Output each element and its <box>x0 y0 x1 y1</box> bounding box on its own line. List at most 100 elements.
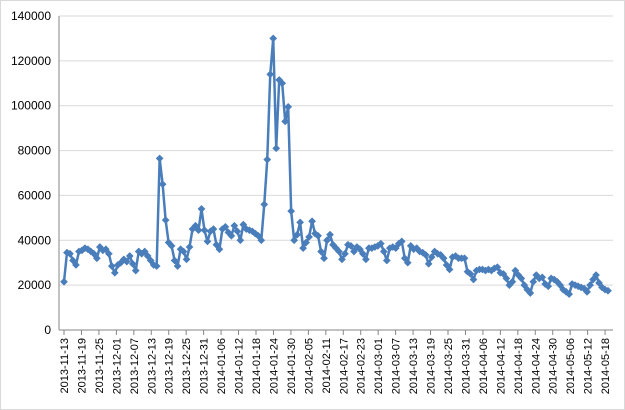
data-point <box>167 241 176 250</box>
data-point <box>538 273 547 282</box>
data-point <box>119 255 128 264</box>
x-tick-label: 2014-03-31 <box>460 338 472 394</box>
data-point <box>421 250 430 259</box>
data-point <box>125 252 134 260</box>
data-point <box>517 274 526 283</box>
x-tick-label: 2014-03-01 <box>373 338 385 394</box>
data-point <box>308 217 317 226</box>
data-point <box>278 79 287 88</box>
x-tick-label: 2013-11-13 <box>59 338 71 393</box>
data-point <box>194 226 203 235</box>
x-tick-label: 2014-01-30 <box>286 338 298 394</box>
data-point <box>430 247 439 256</box>
data-point <box>107 262 116 271</box>
data-point <box>526 289 535 297</box>
x-tick-label: 2014-03-25 <box>443 338 455 394</box>
x-tick-label: 2014-04-12 <box>495 338 507 394</box>
y-tick-label: 100000 <box>11 99 51 113</box>
x-tick-label: 2013-12-07 <box>129 338 141 394</box>
x-tick-label: 2014-01-12 <box>234 338 246 394</box>
data-point <box>317 247 326 256</box>
x-tick-label: 2014-01-06 <box>216 338 228 394</box>
data-point <box>361 255 370 264</box>
y-tick-label: 80000 <box>18 144 52 158</box>
data-point <box>559 285 568 294</box>
data-point <box>209 225 218 234</box>
data-point <box>583 287 592 296</box>
data-series <box>60 34 612 299</box>
x-tick-label: 2014-02-05 <box>303 338 315 394</box>
y-tick-label: 40000 <box>18 233 52 247</box>
x-tick-label: 2014-05-06 <box>565 338 577 394</box>
data-point <box>110 268 119 277</box>
data-point <box>170 256 179 265</box>
data-point <box>290 236 299 245</box>
data-point <box>215 245 224 254</box>
x-tick-label: 2014-04-30 <box>548 338 560 394</box>
data-point <box>302 238 311 247</box>
data-point <box>272 144 281 153</box>
data-point <box>161 216 170 225</box>
x-tick-label: 2013-11-19 <box>76 338 88 393</box>
data-point <box>251 229 260 238</box>
data-point <box>72 261 80 269</box>
data-point <box>230 221 239 230</box>
x-tick-label: 2014-02-23 <box>356 338 368 394</box>
data-point <box>182 255 191 264</box>
y-tick-label: 20000 <box>18 278 52 292</box>
x-axis-ticks: 2013-11-13 2013-11-19 2013-11-25 2013-12-01… <box>59 330 612 394</box>
data-point <box>152 262 161 271</box>
data-point <box>266 70 275 79</box>
data-point <box>376 239 385 248</box>
data-point <box>269 34 278 43</box>
data-point <box>439 254 448 263</box>
data-point <box>592 271 600 280</box>
gridlines <box>59 15 613 286</box>
data-point <box>502 274 511 283</box>
data-point <box>562 287 571 296</box>
x-tick-label: 2013-11-25 <box>94 338 106 393</box>
data-point <box>221 222 230 231</box>
data-point <box>335 247 343 256</box>
data-point <box>358 249 367 258</box>
data-point <box>236 236 245 245</box>
data-point <box>397 237 406 246</box>
x-tick-label: 2014-05-18 <box>600 338 612 394</box>
data-point <box>293 230 302 239</box>
data-point <box>326 230 334 239</box>
data-point <box>460 254 469 263</box>
data-point <box>586 281 595 290</box>
y-tick-label: 0 <box>44 323 51 337</box>
x-tick-label: 2013-12-19 <box>164 338 176 394</box>
data-point <box>257 236 266 245</box>
data-point <box>598 283 606 292</box>
data-point <box>287 207 296 216</box>
data-point <box>544 282 553 291</box>
data-point <box>565 290 574 299</box>
x-tick-label: 2013-12-31 <box>199 338 211 394</box>
data-point <box>227 231 236 240</box>
data-point <box>185 243 194 251</box>
y-tick-label: 140000 <box>11 9 51 23</box>
data-point <box>296 218 305 227</box>
data-point <box>508 277 517 286</box>
data-point <box>197 204 206 213</box>
data-point <box>418 248 427 257</box>
data-point <box>173 262 182 271</box>
x-tick-label: 2014-01-18 <box>251 338 263 394</box>
x-tick-label: 2014-04-24 <box>530 338 542 394</box>
data-point <box>260 200 269 209</box>
data-point <box>158 180 167 189</box>
data-point <box>445 265 454 274</box>
data-point <box>305 232 314 241</box>
x-tick-label: 2013-12-13 <box>146 338 158 394</box>
data-point <box>128 259 137 268</box>
x-tick-label: 2014-02-11 <box>321 338 333 393</box>
x-tick-label: 2014-01-24 <box>268 338 280 394</box>
x-tick-label: 2014-04-06 <box>478 338 490 394</box>
data-point <box>60 277 68 286</box>
x-tick-label: 2014-03-13 <box>408 338 420 394</box>
data-point <box>352 243 361 251</box>
y-axis-ticks: 0 20000 40000 60000 80000 100000 120000 140000 <box>11 9 51 337</box>
